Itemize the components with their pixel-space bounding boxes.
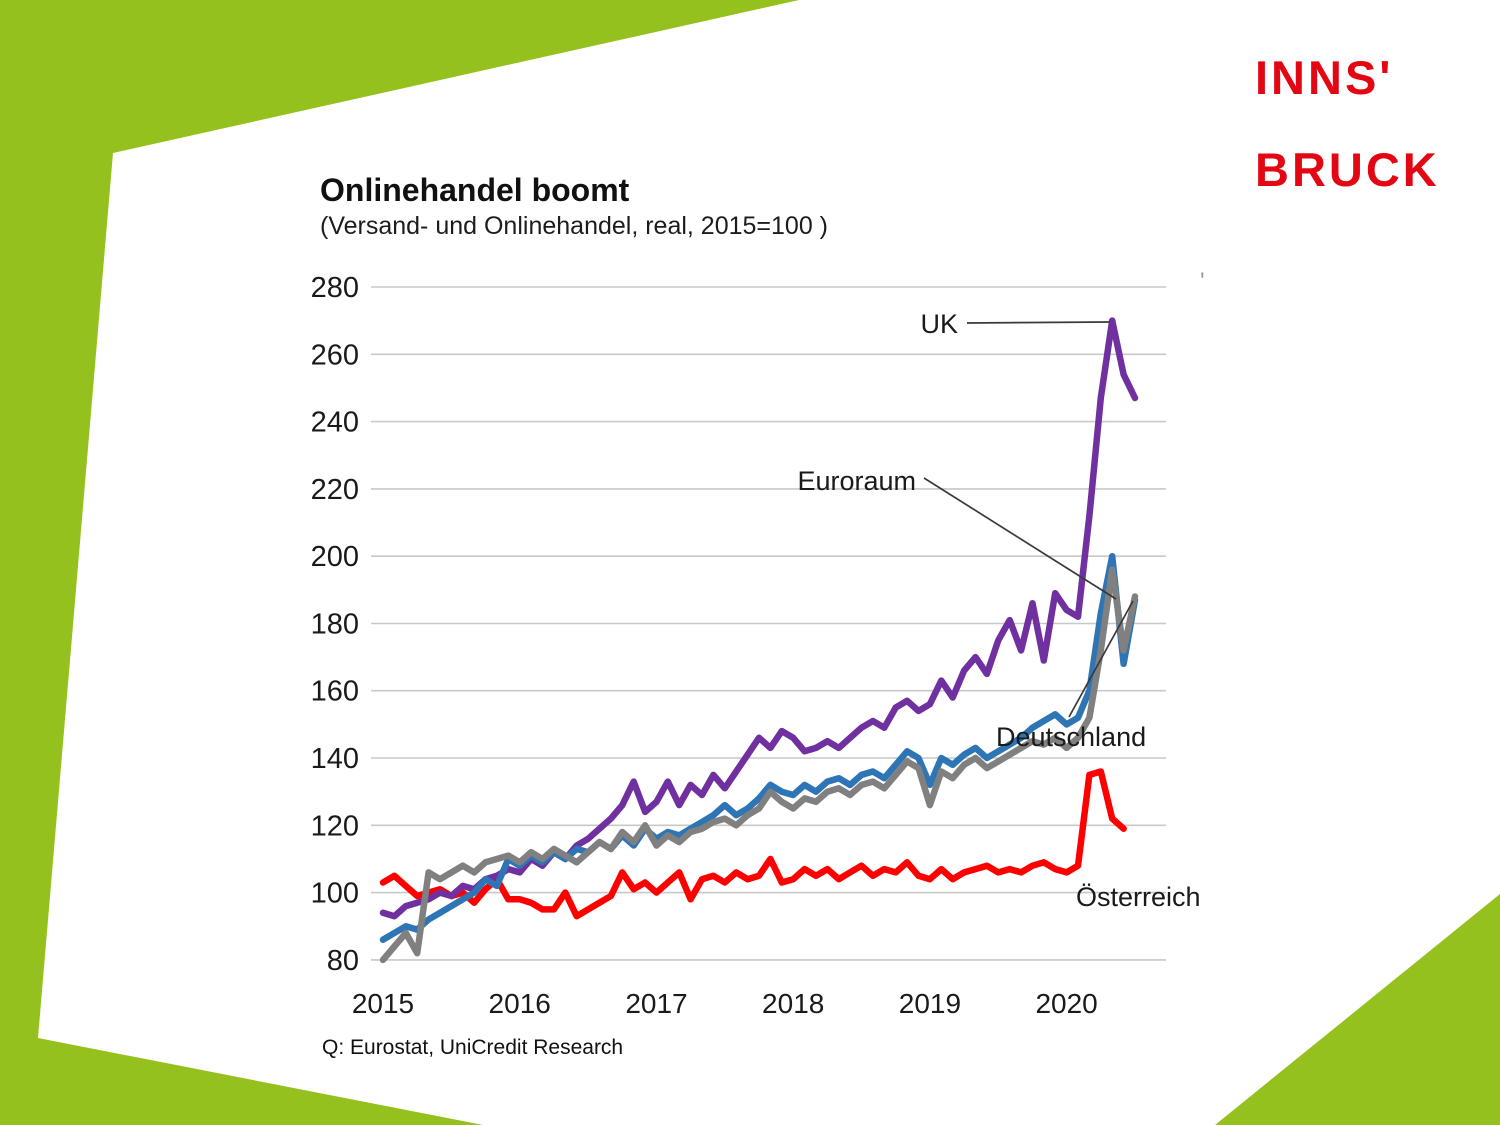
y-tick-label-100: 100 [311,878,359,910]
chart-subtitle: (Versand- und Onlinehandel, real, 2015=1… [320,212,828,240]
series-line-UK [379,317,1139,920]
x-tick-label-2019: 2019 [899,988,961,1019]
x-tick-label-2020: 2020 [1035,988,1097,1019]
leader-line-Euroraum [923,477,1117,600]
series-label-Österreich: Österreich [1076,882,1201,912]
logo-line1: INNS' [1255,51,1394,104]
innsbruck-logo: INNS' BRUCK [1255,54,1440,196]
y-tick-label-160: 160 [311,676,359,708]
y-tick-label-200: 200 [311,541,359,573]
series-line-Österreich [379,768,1127,920]
leader-line-Deutschland [1068,600,1134,718]
series-line-Deutschland [379,566,1139,964]
y-tick-label-120: 120 [311,810,359,842]
leader-line-UK [966,321,1111,324]
series-label-Deutschland: Deutschland [996,722,1146,752]
y-tick-label-240: 240 [311,407,359,439]
chart-source: Q: Eurostat, UniCredit Research [322,1036,624,1059]
x-tick-label-2016: 2016 [489,988,551,1019]
y-tick-label-280: 280 [311,272,359,304]
series-label-Euroraum: Euroraum [797,466,916,496]
logo-line2: BRUCK [1255,143,1440,196]
series-label-UK: UK [920,309,958,339]
x-tick-label-2015: 2015 [352,988,414,1019]
green-accent-left-band [0,0,799,1125]
x-tick-label-2018: 2018 [762,988,824,1019]
y-tick-label-140: 140 [311,743,359,775]
stray-apostrophe-mark: ' [1200,268,1205,295]
y-tick-label-180: 180 [311,609,359,641]
chart-title: Onlinehandel boomt [320,172,630,208]
y-tick-label-260: 260 [311,339,359,371]
y-tick-label-80: 80 [327,945,359,977]
green-accent-bottom-right-triangle [1215,894,1500,1125]
x-tick-label-2017: 2017 [625,988,687,1019]
y-tick-label-220: 220 [311,474,359,506]
